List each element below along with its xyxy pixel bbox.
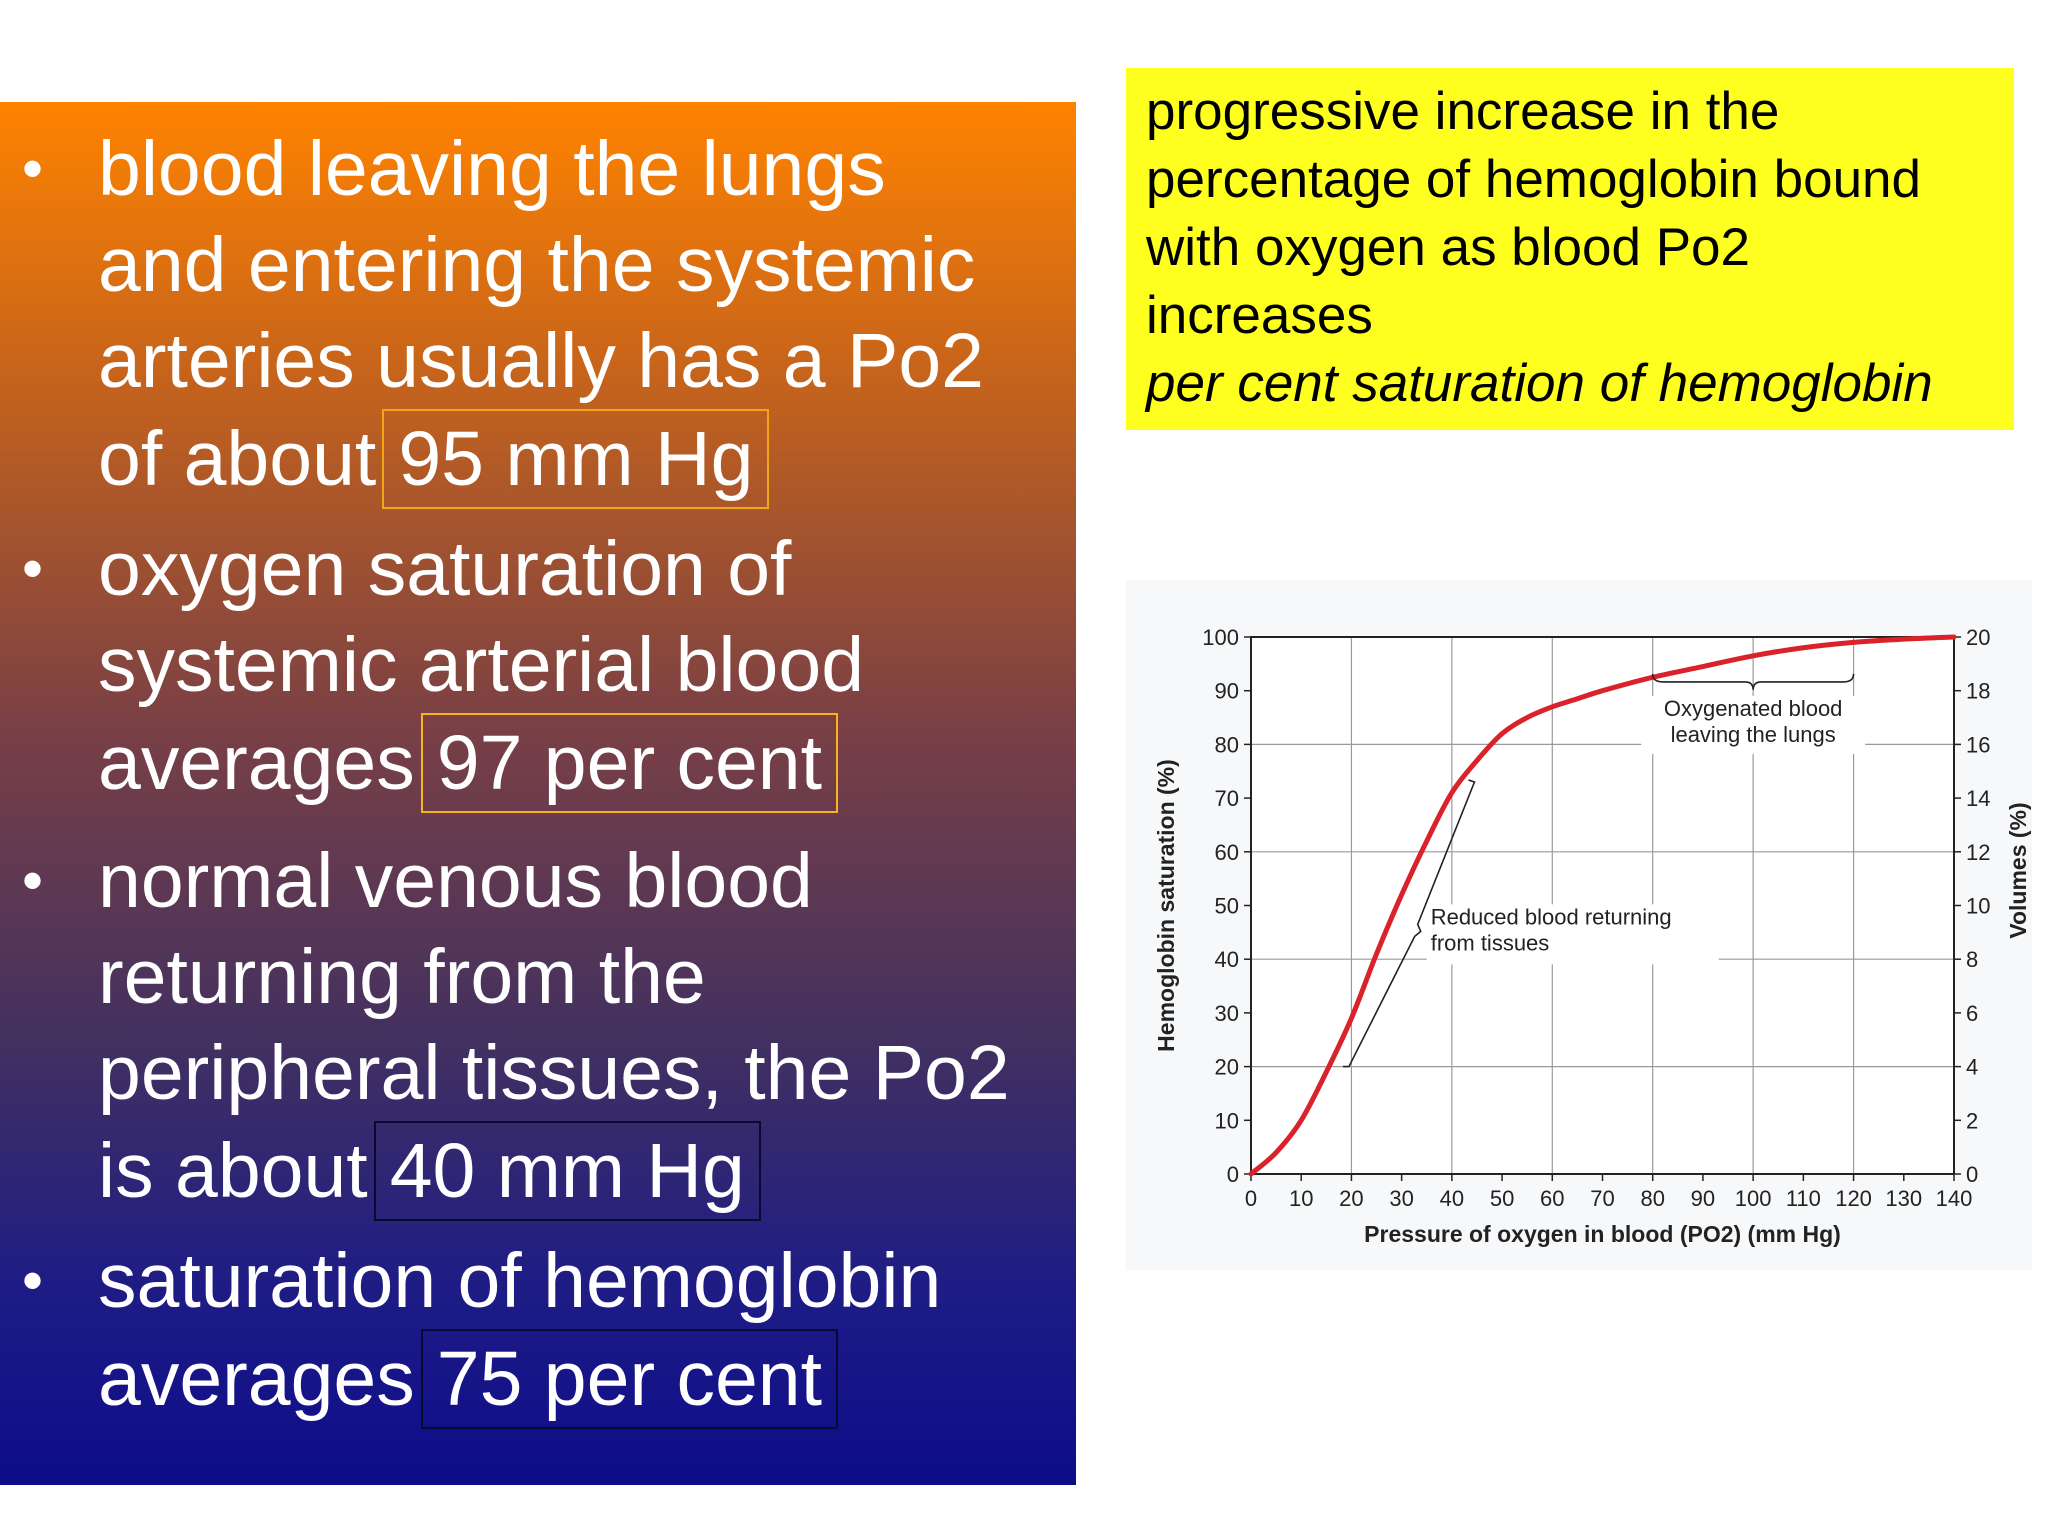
- bullet-line: saturation of hemoglobin: [98, 1238, 942, 1324]
- y-tick-label: 20: [1215, 1055, 1239, 1080]
- chart-svg: 0 10 20 30 40 50 60 70 80 90 100 110 120 130 140010203…: [1153, 625, 2031, 1247]
- annotation-bg: [1641, 695, 1866, 754]
- y-tick-label: 50: [1215, 894, 1239, 919]
- bullet-item: • oxygen saturation of systemic arterial…: [0, 521, 1076, 813]
- y-tick-label: 60: [1215, 840, 1239, 865]
- x-tick-label: 120: [1835, 1186, 1872, 1211]
- y2-tick-label: 10: [1966, 894, 1990, 919]
- x-tick-label: 0: [1245, 1186, 1257, 1211]
- x-tick-label: 50: [1490, 1186, 1514, 1211]
- y2-tick-label: 8: [1966, 947, 1978, 972]
- bullet-line-last: averages 97 per cent: [98, 713, 1076, 813]
- x-tick-label: 10: [1289, 1186, 1313, 1211]
- reduced-brace: [1342, 779, 1476, 1068]
- highlight-box: 97 per cent: [420, 713, 839, 813]
- y2-tick-label: 2: [1966, 1108, 1978, 1133]
- bullet-line: normal venous blood: [98, 838, 813, 924]
- bullet-line: and entering the systemic: [98, 222, 976, 308]
- bullet-tail-prefix: of about: [98, 416, 377, 502]
- dissociation-chart: 0 10 20 30 40 50 60 70 80 90 100 110 120 130 140 0 10 20 3…: [1126, 580, 2032, 1270]
- y2-tick-label: 20: [1966, 625, 1990, 650]
- bullet-dot-icon: •: [22, 135, 44, 202]
- highlight-box: 40 mm Hg: [373, 1121, 761, 1221]
- x-tick-label: 60: [1540, 1186, 1564, 1211]
- y-tick-label: 70: [1215, 786, 1239, 811]
- x-tick-label: 70: [1590, 1186, 1614, 1211]
- x-tick-label: 30: [1389, 1186, 1413, 1211]
- note-italic-line: per cent saturation of hemoglobin: [1146, 354, 1933, 413]
- annotation-reduced-text: from tissues: [1431, 930, 1550, 955]
- note-line: with oxygen as blood Po2: [1146, 218, 1751, 277]
- y-tick-label: 10: [1215, 1108, 1239, 1133]
- note-line: percentage of hemoglobin bound: [1146, 150, 1921, 209]
- x-tick-label: 20: [1339, 1186, 1363, 1211]
- y-axis-label: Hemoglobin saturation (%): [1153, 759, 1179, 1052]
- y2-axis-label: Volumes (%): [2005, 802, 2031, 938]
- bullet-panel: • blood leaving the lungs and entering t…: [0, 102, 1076, 1485]
- bullet-dot-icon: •: [22, 535, 44, 602]
- bullet-item: • saturation of hemoglobin averages 75 pe…: [0, 1233, 1076, 1429]
- y2-tick-label: 14: [1966, 786, 1990, 811]
- bullet-dot-icon: •: [22, 847, 44, 914]
- bullet-text: • normal venous blood returning from the…: [0, 833, 1076, 1221]
- definition-note: progressive increase in the percentage o…: [1126, 68, 2014, 430]
- note-line: progressive increase in the: [1146, 82, 1780, 141]
- bullet-item: • normal venous blood returning from the…: [0, 833, 1076, 1221]
- bullet-line: oxygen saturation of: [98, 526, 792, 612]
- highlight-box: 75 per cent: [420, 1329, 839, 1429]
- x-axis-label: Pressure of oxygen in blood (PO2) (mm Hg…: [1364, 1221, 1841, 1247]
- y2-tick-label: 6: [1966, 1001, 1978, 1026]
- bullet-line: systemic arterial blood: [98, 622, 865, 708]
- bullet-dot-icon: •: [22, 1247, 44, 1314]
- y-tick-label: 100: [1202, 625, 1239, 650]
- x-tick-label: 80: [1640, 1186, 1664, 1211]
- y2-tick-label: 0: [1966, 1162, 1978, 1187]
- bullet-line-last: averages 75 per cent: [98, 1329, 1076, 1429]
- x-tick-label: 100: [1735, 1186, 1772, 1211]
- annotation-bg: [1426, 904, 1719, 965]
- annotation-oxygenated-text: Oxygenated blood: [1664, 696, 1843, 721]
- annotation-oxygenated-text: leaving the lungs: [1671, 722, 1836, 747]
- x-tick-label: 90: [1691, 1186, 1715, 1211]
- bullet-line: returning from the: [98, 934, 706, 1020]
- bullet-line: arteries usually has a Po2: [98, 318, 984, 404]
- bullet-tail-prefix: averages: [98, 720, 415, 806]
- saturation-curve: [1248, 634, 1957, 1177]
- y-tick-label: 90: [1215, 679, 1239, 704]
- y-tick-label: 80: [1215, 732, 1239, 757]
- y-tick-label: 40: [1215, 947, 1239, 972]
- y2-tick-label: 4: [1966, 1055, 1978, 1080]
- y2-tick-label: 16: [1966, 732, 1990, 757]
- bullet-line: blood leaving the lungs: [98, 126, 886, 212]
- highlight-box: 95 mm Hg: [382, 409, 770, 509]
- bullet-line-last: is about 40 mm Hg: [98, 1121, 1076, 1221]
- y2-tick-label: 18: [1966, 679, 1990, 704]
- note-line: increases: [1146, 286, 1373, 345]
- y2-tick-label: 12: [1966, 840, 1990, 865]
- bullet-line-last: of about 95 mm Hg: [98, 409, 1076, 509]
- bullet-tail-prefix: is about: [98, 1128, 368, 1214]
- annotation-reduced-text: Reduced blood returning: [1431, 904, 1672, 929]
- bullet-text: • saturation of hemoglobin averages 75 pe…: [0, 1233, 1076, 1429]
- bullet-line: peripheral tissues, the Po2: [98, 1030, 1010, 1116]
- bullet-text: • blood leaving the lungs and entering t…: [0, 121, 1076, 509]
- x-tick-label: 110: [1786, 1186, 1821, 1211]
- x-tick-label: 40: [1440, 1186, 1464, 1211]
- y-tick-label: 0: [1227, 1162, 1239, 1187]
- y-tick-label: 30: [1215, 1001, 1239, 1026]
- bullet-tail-prefix: averages: [98, 1336, 415, 1422]
- x-tick-label: 130: [1885, 1186, 1922, 1211]
- x-tick-label: 140: [1936, 1186, 1973, 1211]
- bullet-text: • oxygen saturation of systemic arterial…: [0, 521, 1076, 813]
- bullet-item: • blood leaving the lungs and entering t…: [0, 121, 1076, 509]
